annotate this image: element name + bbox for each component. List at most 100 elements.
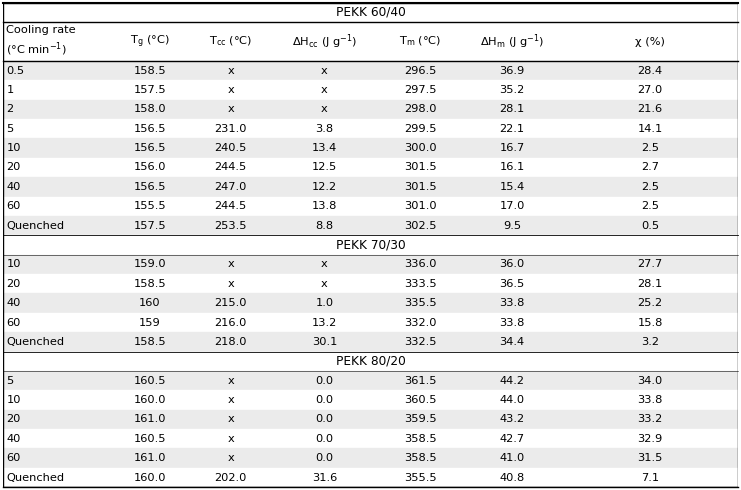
Text: 36.0: 36.0 [499, 259, 525, 270]
Text: 9.5: 9.5 [503, 220, 521, 231]
Text: 158.5: 158.5 [133, 66, 166, 75]
Bar [3, 177, 738, 196]
Text: 41.0: 41.0 [499, 453, 525, 463]
Text: 159: 159 [139, 318, 161, 327]
Text: 13.2: 13.2 [312, 318, 337, 327]
Text: 2.5: 2.5 [641, 143, 659, 153]
Text: 32.9: 32.9 [637, 434, 662, 444]
Text: 156.0: 156.0 [133, 163, 166, 172]
Bar [3, 294, 738, 313]
Bar [3, 22, 738, 61]
Bar [3, 429, 738, 448]
Bar [3, 255, 738, 274]
Bar [3, 313, 738, 332]
Text: 160.0: 160.0 [133, 472, 166, 483]
Text: 43.2: 43.2 [499, 415, 525, 424]
Text: 31.6: 31.6 [312, 472, 337, 483]
Text: x: x [227, 415, 234, 424]
Text: 161.0: 161.0 [133, 453, 166, 463]
Text: x: x [321, 259, 328, 270]
Text: PEKK 80/20: PEKK 80/20 [336, 355, 405, 368]
Text: 299.5: 299.5 [404, 124, 436, 134]
Text: 298.0: 298.0 [404, 104, 436, 114]
Text: 44.2: 44.2 [499, 376, 525, 386]
Text: T$_\mathrm{cc}$ (°C): T$_\mathrm{cc}$ (°C) [209, 35, 253, 49]
Bar [3, 371, 738, 391]
Text: 0.0: 0.0 [316, 415, 333, 424]
Text: 3.8: 3.8 [316, 124, 333, 134]
Bar [3, 158, 738, 177]
Text: 253.5: 253.5 [214, 220, 247, 231]
Text: x: x [227, 434, 234, 444]
Text: 2.5: 2.5 [641, 182, 659, 192]
Text: T$_\mathrm{g}$ (°C): T$_\mathrm{g}$ (°C) [130, 33, 170, 49]
Text: 157.5: 157.5 [133, 220, 166, 231]
Text: 40: 40 [7, 434, 21, 444]
Text: 301.5: 301.5 [404, 163, 436, 172]
Text: 33.8: 33.8 [499, 298, 525, 308]
Text: 16.1: 16.1 [499, 163, 525, 172]
Text: 0.5: 0.5 [7, 66, 24, 75]
Text: x: x [321, 85, 328, 95]
Text: 15.4: 15.4 [499, 182, 525, 192]
Text: 156.5: 156.5 [133, 143, 166, 153]
Text: 216.0: 216.0 [215, 318, 247, 327]
Text: x: x [227, 259, 234, 270]
Text: 358.5: 358.5 [404, 453, 436, 463]
Text: x: x [321, 279, 328, 289]
Text: x: x [321, 66, 328, 75]
Bar [3, 99, 738, 119]
Text: 0.0: 0.0 [316, 434, 333, 444]
Text: 42.7: 42.7 [499, 434, 525, 444]
Bar [3, 138, 738, 158]
Text: 22.1: 22.1 [499, 124, 525, 134]
Text: 157.5: 157.5 [133, 85, 166, 95]
Text: 332.5: 332.5 [404, 337, 436, 347]
Text: 1: 1 [7, 85, 13, 95]
Text: 28.4: 28.4 [637, 66, 662, 75]
Text: 300.0: 300.0 [404, 143, 436, 153]
Text: 35.2: 35.2 [499, 85, 525, 95]
Text: 10: 10 [7, 395, 21, 405]
Text: 33.2: 33.2 [637, 415, 662, 424]
Text: 60: 60 [7, 453, 21, 463]
Text: 358.5: 358.5 [404, 434, 436, 444]
Text: 160.5: 160.5 [133, 434, 166, 444]
Text: 5: 5 [7, 376, 13, 386]
Text: 34.0: 34.0 [637, 376, 662, 386]
Text: 215.0: 215.0 [214, 298, 247, 308]
Text: 302.5: 302.5 [404, 220, 436, 231]
Text: 244.5: 244.5 [215, 201, 247, 211]
Text: 10: 10 [7, 143, 21, 153]
Text: 14.1: 14.1 [637, 124, 662, 134]
Text: 7.1: 7.1 [641, 472, 659, 483]
Text: 240.5: 240.5 [215, 143, 247, 153]
Text: 5: 5 [7, 124, 13, 134]
Text: 36.9: 36.9 [499, 66, 525, 75]
Text: Quenched: Quenched [7, 220, 64, 231]
Text: x: x [227, 395, 234, 405]
Text: 12.2: 12.2 [312, 182, 337, 192]
Bar [3, 216, 738, 235]
Text: PEKK 60/40: PEKK 60/40 [336, 6, 405, 19]
Text: 335.5: 335.5 [404, 298, 436, 308]
Text: 13.8: 13.8 [312, 201, 337, 211]
Text: x: x [227, 453, 234, 463]
Text: 60: 60 [7, 201, 21, 211]
Text: T$_\mathrm{m}$ (°C): T$_\mathrm{m}$ (°C) [399, 35, 442, 49]
Text: 33.8: 33.8 [499, 318, 525, 327]
Bar [3, 274, 738, 294]
Text: 301.5: 301.5 [404, 182, 436, 192]
Text: 0.0: 0.0 [316, 453, 333, 463]
Text: 333.5: 333.5 [404, 279, 436, 289]
Text: 160.0: 160.0 [133, 395, 166, 405]
Text: 1.0: 1.0 [316, 298, 333, 308]
Text: 160: 160 [139, 298, 161, 308]
Text: 247.0: 247.0 [215, 182, 247, 192]
Text: 10: 10 [7, 259, 21, 270]
Text: 40: 40 [7, 298, 21, 308]
Text: 12.5: 12.5 [312, 163, 337, 172]
Text: 332.0: 332.0 [404, 318, 436, 327]
Text: 159.0: 159.0 [133, 259, 166, 270]
Text: 296.5: 296.5 [404, 66, 436, 75]
